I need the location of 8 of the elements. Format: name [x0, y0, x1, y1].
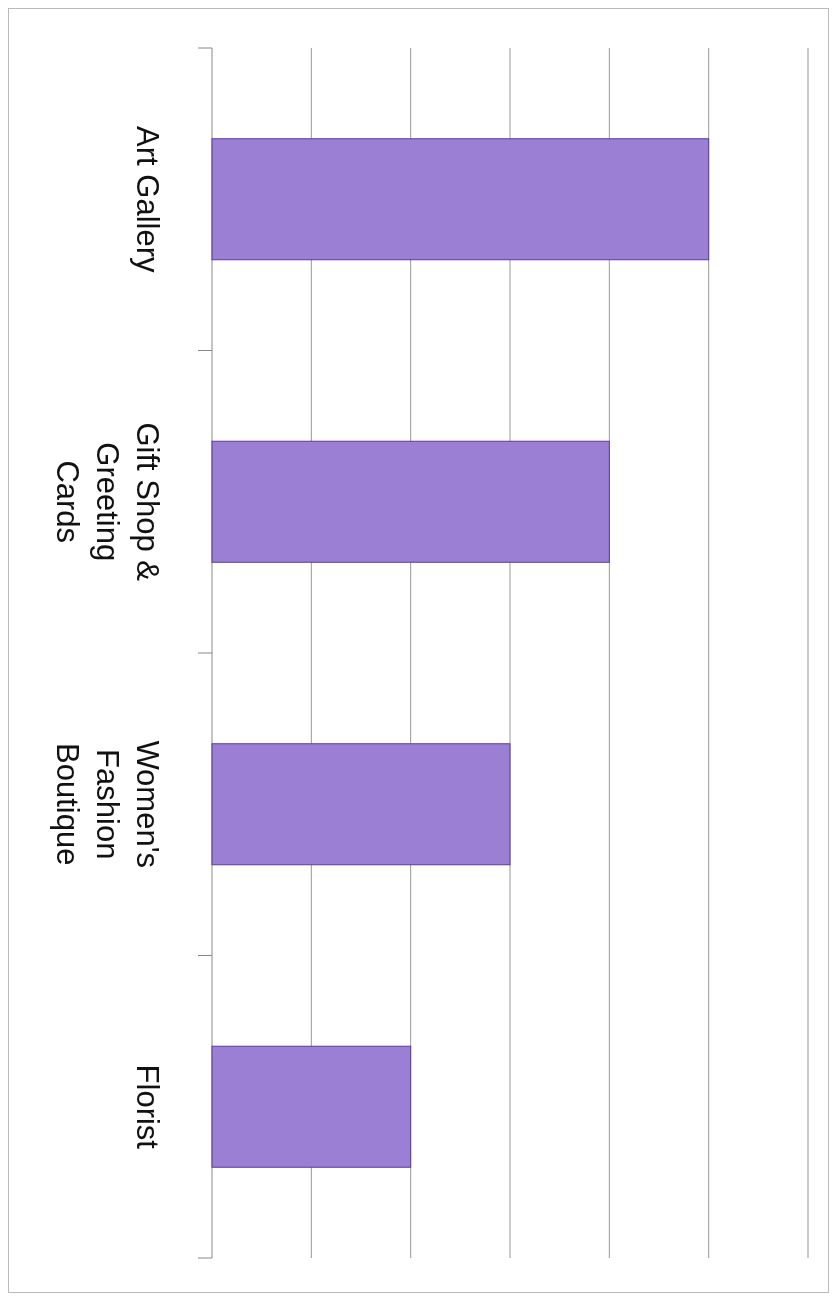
- y-tick-label: Gift Shop & Greeting Cards: [50, 422, 166, 582]
- y-tick-label: Women's Fashion Boutique: [50, 740, 166, 869]
- y-tick-label: Art Gallery: [130, 126, 166, 273]
- y-tick-label: Florist: [130, 1064, 166, 1150]
- bar: [211, 743, 511, 866]
- bar: [211, 138, 710, 261]
- bar: [211, 440, 610, 563]
- bar: [211, 1045, 412, 1168]
